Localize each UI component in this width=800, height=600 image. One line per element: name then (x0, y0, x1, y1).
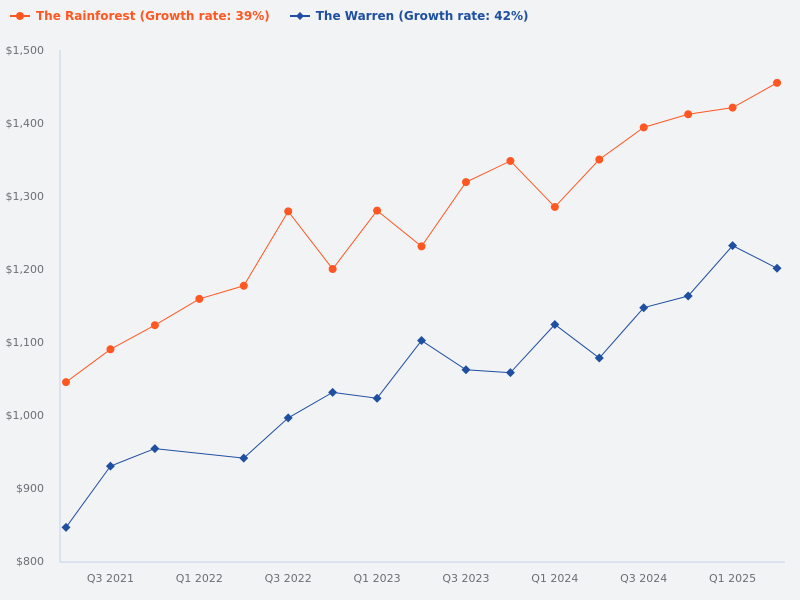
x-tick-label: Q3 2023 (442, 572, 489, 585)
data-point[interactable] (328, 387, 338, 397)
data-point[interactable] (728, 103, 737, 112)
data-point[interactable] (106, 345, 115, 354)
x-tick-label: Q3 2021 (87, 572, 134, 585)
data-point[interactable] (239, 281, 248, 290)
data-point[interactable] (105, 461, 115, 471)
data-point[interactable] (683, 291, 693, 301)
series-line-1 (65, 245, 778, 528)
data-point[interactable] (684, 110, 693, 119)
y-tick-label: $1,100 (6, 336, 45, 349)
data-point[interactable] (506, 156, 515, 165)
y-tick-label: $1,000 (6, 409, 45, 422)
data-point[interactable] (373, 206, 382, 215)
legend: The Rainforest (Growth rate: 39%) The Wa… (10, 9, 529, 23)
data-point[interactable] (284, 207, 293, 216)
data-point[interactable] (594, 353, 604, 363)
data-point[interactable] (62, 378, 70, 387)
data-point[interactable] (505, 368, 515, 378)
data-point[interactable] (195, 294, 204, 303)
x-tick-label: Q1 2024 (531, 572, 578, 585)
data-point[interactable] (639, 123, 648, 132)
data-point[interactable] (772, 263, 782, 273)
legend-label-warren: The Warren (Growth rate: 42%) (315, 9, 529, 23)
legend-item-rainforest[interactable]: The Rainforest (Growth rate: 39%) (10, 9, 270, 23)
x-tick-label: Q1 2022 (176, 572, 223, 585)
data-point[interactable] (461, 178, 470, 187)
data-point[interactable] (417, 242, 426, 251)
data-point[interactable] (773, 78, 782, 87)
y-tick-label: $1,300 (6, 190, 45, 203)
data-point[interactable] (328, 265, 337, 273)
circle-marker-icon (10, 12, 30, 20)
data-point[interactable] (417, 336, 427, 346)
data-point[interactable] (150, 321, 159, 330)
data-point[interactable] (728, 241, 738, 251)
data-point[interactable] (461, 365, 471, 375)
x-tick-label: Q3 2024 (620, 572, 667, 585)
y-tick-label: $800 (16, 555, 44, 568)
x-tick-label: Q1 2023 (354, 572, 401, 585)
legend-item-warren[interactable]: The Warren (Growth rate: 42%) (289, 9, 529, 23)
y-tick-label: $1,500 (6, 44, 45, 57)
diamond-marker-icon (289, 12, 310, 20)
x-tick-label: Q1 2025 (709, 572, 756, 585)
data-point[interactable] (639, 303, 649, 313)
data-point[interactable] (239, 453, 249, 463)
y-tick-label: $1,400 (6, 117, 45, 130)
x-tick-label: Q3 2022 (265, 572, 312, 585)
data-point[interactable] (550, 202, 559, 211)
data-point[interactable] (283, 413, 293, 423)
y-tick-label: $1,200 (6, 263, 45, 276)
data-point[interactable] (61, 522, 71, 532)
data-point[interactable] (595, 155, 604, 164)
y-tick-label: $900 (16, 482, 44, 495)
data-point[interactable] (150, 444, 160, 454)
legend-label-rainforest: The Rainforest (Growth rate: 39%) (36, 9, 270, 23)
data-point[interactable] (372, 393, 382, 403)
data-point[interactable] (550, 319, 560, 329)
